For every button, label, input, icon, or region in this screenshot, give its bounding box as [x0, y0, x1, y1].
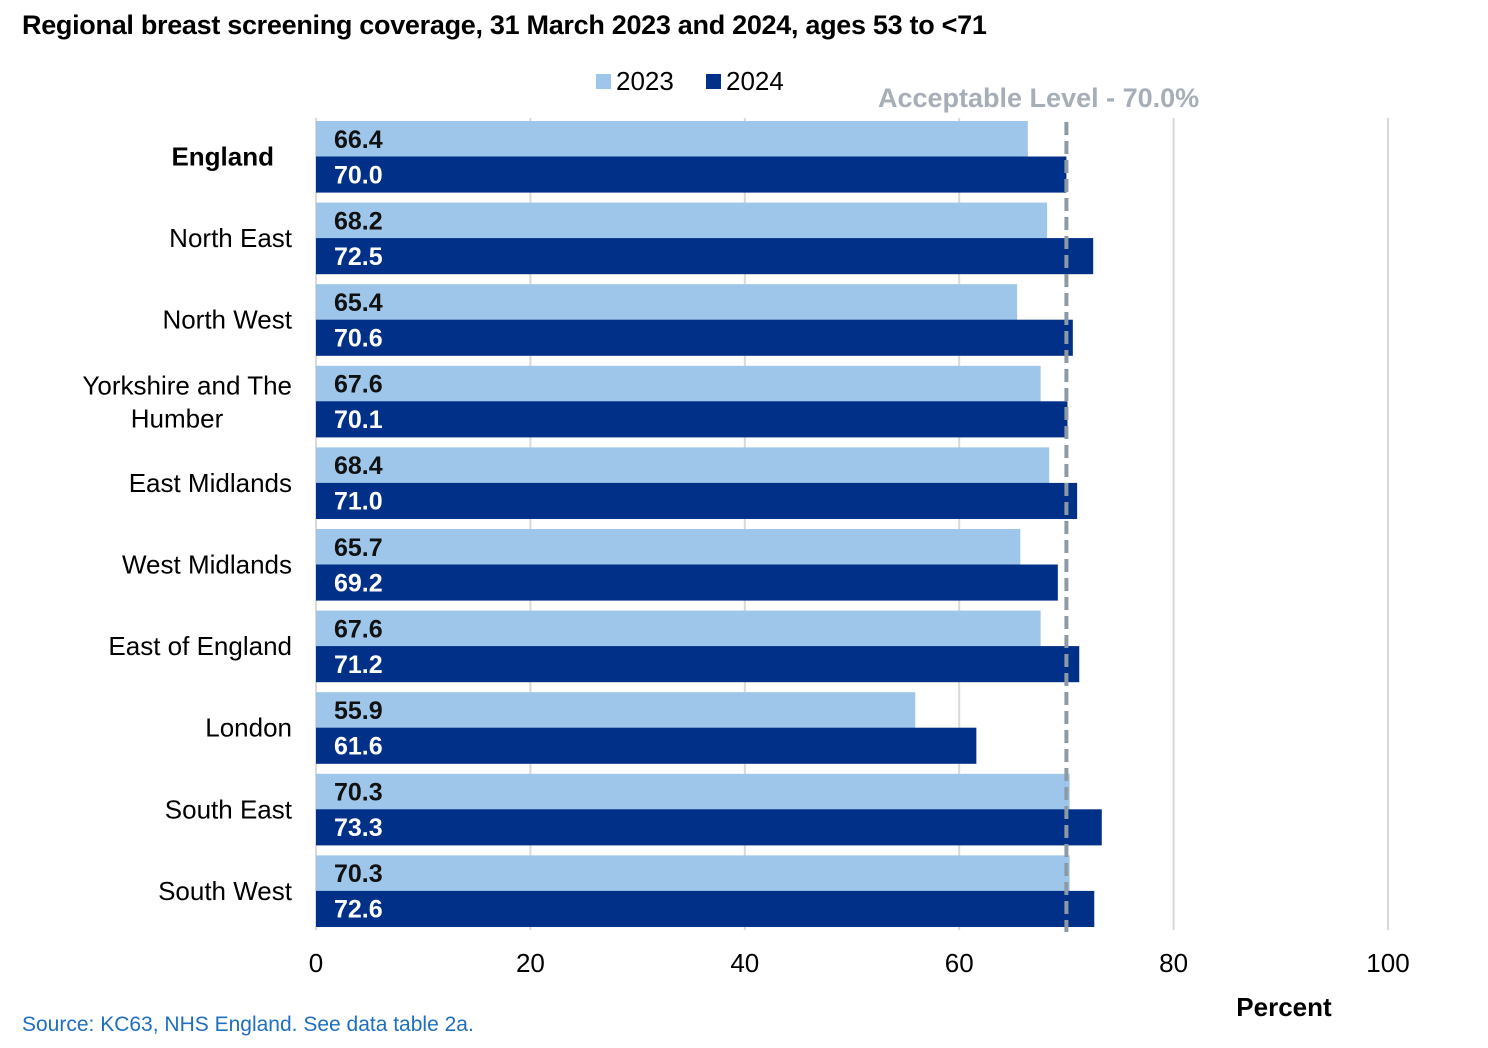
data-label-2024: 73.3: [334, 814, 383, 842]
data-label-2024: 70.1: [334, 406, 383, 434]
data-label-2023: 68.4: [334, 452, 383, 480]
category-label: South West: [158, 876, 293, 906]
bar-2023: [316, 121, 1028, 158]
data-label-2023: 55.9: [334, 697, 383, 725]
x-tick-label: 40: [730, 948, 759, 978]
data-label-2024: 72.6: [334, 896, 383, 924]
category-label: North East: [169, 223, 293, 253]
legend-label-2023: 2023: [616, 66, 674, 96]
category-label: England: [171, 142, 274, 172]
bar-2023: [316, 529, 1021, 566]
bar-2024: [316, 646, 1080, 683]
bar-2024: [316, 727, 977, 764]
x-tick-label: 0: [309, 948, 323, 978]
bar-2024: [316, 482, 1078, 519]
bar-2024: [316, 319, 1073, 356]
x-tick-label: 100: [1366, 948, 1409, 978]
bar-2024: [316, 401, 1068, 438]
category-label: South East: [165, 794, 293, 824]
source-note: Source: KC63, NHS England. See data tabl…: [22, 1013, 474, 1036]
data-label-2023: 68.2: [334, 207, 383, 235]
bar-2023: [316, 202, 1048, 239]
legend-label-2024: 2024: [726, 66, 784, 96]
bar-2023: [316, 773, 1070, 810]
data-label-2024: 72.5: [334, 243, 383, 271]
category-label: London: [205, 713, 292, 743]
category-label: West Midlands: [122, 550, 292, 580]
bar-2023: [316, 365, 1041, 402]
legend-swatch-2023: [596, 74, 611, 89]
category-label: East of England: [108, 631, 292, 661]
x-axis-ticks: 0 20 40 60 80 100: [309, 948, 1410, 978]
bar-2023: [316, 610, 1041, 647]
data-label-2024: 70.0: [334, 161, 383, 189]
bar-2024: [316, 809, 1102, 846]
chart-title: Regional breast screening coverage, 31 M…: [22, 10, 987, 40]
data-label-2024: 69.2: [334, 569, 383, 597]
category-labels: England North East North West Yorkshire and…: [82, 142, 292, 906]
category-label: Yorkshire and The: [82, 370, 292, 400]
data-label-2023: 67.6: [334, 371, 383, 399]
bar-2023: [316, 855, 1070, 892]
bars: [316, 121, 1102, 927]
value-labels: 66.4 70.0 68.2 72.5 65.4 70.6 67.6 70.1 68.4 71.0…: [334, 126, 383, 924]
data-label-2024: 71.2: [334, 651, 383, 679]
data-label-2023: 67.6: [334, 615, 383, 643]
bar-2024: [316, 238, 1094, 275]
data-label-2023: 70.3: [334, 779, 383, 807]
x-axis-title: Percent: [1236, 992, 1332, 1022]
x-tick-label: 20: [516, 948, 545, 978]
data-label-2024: 70.6: [334, 324, 383, 352]
category-label: East Midlands: [129, 468, 292, 498]
bar-2024: [316, 156, 1067, 193]
category-label: North West: [162, 305, 292, 335]
data-label-2023: 66.4: [334, 126, 383, 154]
legend-swatch-2024: [706, 74, 721, 89]
data-label-2024: 61.6: [334, 732, 383, 760]
x-tick-label: 60: [945, 948, 974, 978]
data-label-2023: 65.7: [334, 534, 383, 562]
legend: 2023 2024: [596, 66, 784, 96]
data-label-2023: 70.3: [334, 860, 383, 888]
x-tick-label: 80: [1159, 948, 1188, 978]
bar-2024: [316, 564, 1058, 601]
data-label-2024: 71.0: [334, 488, 383, 516]
reference-line-group: Acceptable Level - 70.0%: [878, 83, 1199, 932]
category-label-line2: Humber: [131, 403, 224, 433]
bar-2024: [316, 890, 1095, 927]
bar-2023: [316, 284, 1018, 321]
data-label-2023: 65.4: [334, 289, 383, 317]
bar-2023: [316, 692, 916, 729]
reference-line-label: Acceptable Level - 70.0%: [878, 83, 1199, 113]
bar-2023: [316, 447, 1050, 484]
